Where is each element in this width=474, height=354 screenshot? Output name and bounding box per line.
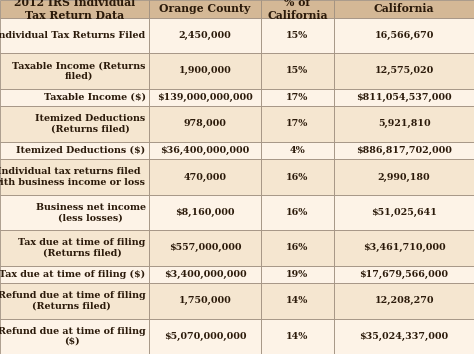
Text: 1,900,000: 1,900,000 (179, 66, 231, 75)
Bar (0, 0, 149, 18)
Bar (261, 266, 334, 283)
Bar (334, 230, 474, 266)
Text: 4%: 4% (290, 146, 305, 155)
Text: $51,025,641: $51,025,641 (371, 208, 437, 217)
Text: 14%: 14% (286, 296, 309, 306)
Bar (261, 106, 334, 142)
Bar (149, 195, 261, 230)
Text: $5,070,000,000: $5,070,000,000 (164, 332, 246, 341)
Bar (0, 88, 149, 106)
Bar (149, 142, 261, 159)
Text: 2012 IRS Individual
Tax Return Data: 2012 IRS Individual Tax Return Data (14, 0, 135, 21)
Bar (0, 142, 149, 159)
Bar (261, 159, 334, 195)
Bar (261, 142, 334, 159)
Bar (0, 319, 149, 354)
Bar (149, 53, 261, 88)
Bar (149, 230, 261, 266)
Bar (334, 18, 474, 53)
Text: 16%: 16% (286, 243, 309, 252)
Text: 2,990,180: 2,990,180 (378, 172, 430, 182)
Bar (149, 266, 261, 283)
Text: Refund due at time of filing
(Returns filed): Refund due at time of filing (Returns fi… (0, 291, 146, 310)
Bar (334, 319, 474, 354)
Text: 5,921,810: 5,921,810 (378, 119, 430, 129)
Bar (334, 142, 474, 159)
Text: 15%: 15% (286, 31, 309, 40)
Bar (261, 283, 334, 319)
Text: Taxable Income (Returns
filed): Taxable Income (Returns filed) (12, 61, 146, 80)
Bar (149, 88, 261, 106)
Bar (0, 53, 149, 88)
Text: $3,461,710,000: $3,461,710,000 (363, 243, 446, 252)
Text: Business net income
(less losses): Business net income (less losses) (36, 203, 146, 222)
Text: 470,000: 470,000 (183, 172, 227, 182)
Text: 16%: 16% (286, 208, 309, 217)
Bar (261, 319, 334, 354)
Text: $811,054,537,000: $811,054,537,000 (356, 93, 452, 102)
Text: Itemized Deductions
(Returns filed): Itemized Deductions (Returns filed) (35, 114, 146, 133)
Text: 16,566,670: 16,566,670 (374, 31, 434, 40)
Bar (149, 283, 261, 319)
Bar (261, 195, 334, 230)
Bar (261, 18, 334, 53)
Text: 15%: 15% (286, 66, 309, 75)
Text: $886,817,702,000: $886,817,702,000 (356, 146, 452, 155)
Text: Refund due at time of filing
($): Refund due at time of filing ($) (0, 327, 146, 346)
Bar (334, 53, 474, 88)
Bar (149, 18, 261, 53)
Text: $8,160,000: $8,160,000 (175, 208, 235, 217)
Text: $35,024,337,000: $35,024,337,000 (359, 332, 449, 341)
Bar (334, 283, 474, 319)
Text: $3,400,000,000: $3,400,000,000 (164, 270, 246, 279)
Bar (149, 106, 261, 142)
Bar (0, 230, 149, 266)
Text: California: California (374, 3, 434, 15)
Text: $36,400,000,000: $36,400,000,000 (160, 146, 250, 155)
Bar (261, 0, 334, 18)
Text: 17%: 17% (286, 119, 309, 129)
Bar (0, 195, 149, 230)
Text: 978,000: 978,000 (183, 119, 227, 129)
Bar (334, 159, 474, 195)
Bar (149, 319, 261, 354)
Text: % of
California: % of California (267, 0, 328, 21)
Text: $139,000,000,000: $139,000,000,000 (157, 93, 253, 102)
Text: Individual Tax Returns Filed: Individual Tax Returns Filed (0, 31, 146, 40)
Bar (0, 266, 149, 283)
Text: $17,679,566,000: $17,679,566,000 (360, 270, 448, 279)
Bar (334, 106, 474, 142)
Bar (261, 88, 334, 106)
Text: $557,000,000: $557,000,000 (169, 243, 241, 252)
Text: Itemized Deductions ($): Itemized Deductions ($) (17, 146, 146, 155)
Bar (334, 195, 474, 230)
Bar (149, 0, 261, 18)
Text: 1,750,000: 1,750,000 (179, 296, 231, 306)
Bar (0, 106, 149, 142)
Text: Individual tax returns filed
with business income or loss: Individual tax returns filed with busine… (0, 167, 146, 187)
Text: 16%: 16% (286, 172, 309, 182)
Bar (334, 266, 474, 283)
Text: Taxable Income ($): Taxable Income ($) (44, 93, 146, 102)
Text: 17%: 17% (286, 93, 309, 102)
Text: Orange County: Orange County (159, 3, 251, 15)
Bar (261, 53, 334, 88)
Bar (0, 283, 149, 319)
Bar (334, 88, 474, 106)
Text: 12,575,020: 12,575,020 (374, 66, 434, 75)
Bar (334, 0, 474, 18)
Bar (0, 159, 149, 195)
Bar (149, 159, 261, 195)
Bar (261, 230, 334, 266)
Text: 12,208,270: 12,208,270 (374, 296, 434, 306)
Text: 2,450,000: 2,450,000 (179, 31, 231, 40)
Bar (0, 18, 149, 53)
Text: 14%: 14% (286, 332, 309, 341)
Text: Tax due at time of filing ($): Tax due at time of filing ($) (0, 270, 146, 279)
Text: 19%: 19% (286, 270, 309, 279)
Text: Tax due at time of filing
(Returns filed): Tax due at time of filing (Returns filed… (18, 238, 146, 257)
